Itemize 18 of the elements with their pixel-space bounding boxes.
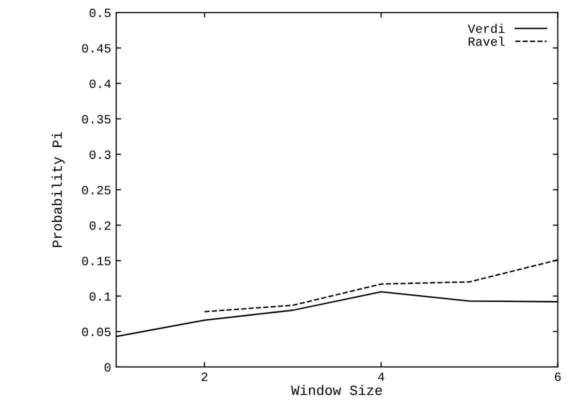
y-tick-label: 0.1 xyxy=(90,292,111,301)
x-axis-title: Window Size xyxy=(291,384,382,396)
y-tick-label: 0.15 xyxy=(82,256,111,266)
y-tick-label: 0.35 xyxy=(82,115,111,124)
y-tick-label: 0.05 xyxy=(82,328,111,336)
x-tick-label: 4 xyxy=(378,372,384,381)
y-tick-label: 0.4 xyxy=(90,80,111,88)
y-tick-label: 0.3 xyxy=(90,150,111,159)
y-tick-label: 0.45 xyxy=(82,44,111,53)
x-tick-label: 6 xyxy=(554,372,561,382)
y-axis-title: Probability Pi xyxy=(52,132,65,247)
y-tick-label: 0.2 xyxy=(90,221,110,230)
y-tick-label: 0.5 xyxy=(90,8,111,18)
y-tick-label: 0 xyxy=(104,363,111,372)
legend-label: Ravel xyxy=(468,36,505,46)
legend-label: Verdi xyxy=(468,24,505,33)
y-tick-label: 0.25 xyxy=(82,186,111,194)
x-tick-label: 2 xyxy=(202,372,208,381)
